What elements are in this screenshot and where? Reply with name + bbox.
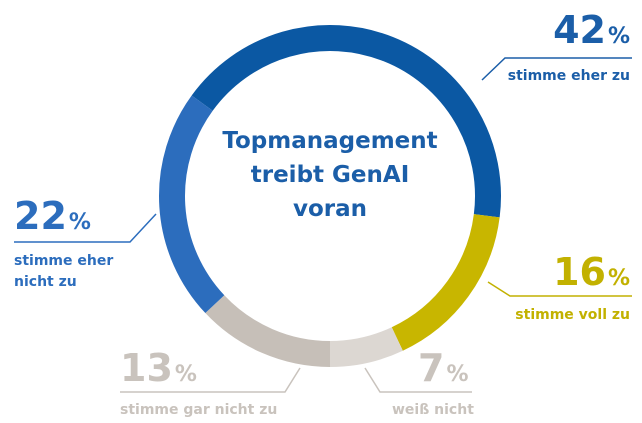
category-label: stimme gar nicht zu: [120, 402, 278, 418]
value-label: 42%: [553, 8, 630, 59]
value-suffix: %: [174, 362, 197, 387]
value-label: 13%: [120, 346, 197, 397]
leader-line: [14, 213, 157, 243]
value-label: 7%: [418, 346, 469, 397]
chart-title: Topmanagement treibt GenAI voran: [222, 128, 438, 222]
leader-line: [481, 57, 632, 81]
value-number: 16: [553, 250, 606, 294]
category-label: stimme eher nicht zu: [14, 253, 114, 290]
leader-line: [364, 367, 472, 393]
donut-segment: [329, 327, 403, 367]
value-number: 42: [553, 8, 606, 52]
value-number: 7: [418, 346, 445, 390]
value-number: 22: [14, 194, 67, 238]
leader-line: [487, 281, 632, 297]
leader-line: [120, 367, 301, 393]
donut-segment: [391, 213, 500, 351]
value-label: 22%: [14, 194, 91, 245]
category-label: stimme eher zu: [507, 68, 630, 84]
category-label: weiß nicht: [392, 402, 474, 418]
value-suffix: %: [446, 362, 469, 387]
value-suffix: %: [607, 24, 630, 49]
donut-segment: [191, 25, 501, 218]
donut-segment: [159, 95, 225, 314]
category-label: stimme voll zu: [515, 307, 630, 323]
value-suffix: %: [607, 266, 630, 291]
donut-segment: [205, 295, 331, 367]
value-label: 16%: [553, 250, 630, 301]
value-number: 13: [120, 346, 173, 390]
value-suffix: %: [68, 210, 91, 235]
